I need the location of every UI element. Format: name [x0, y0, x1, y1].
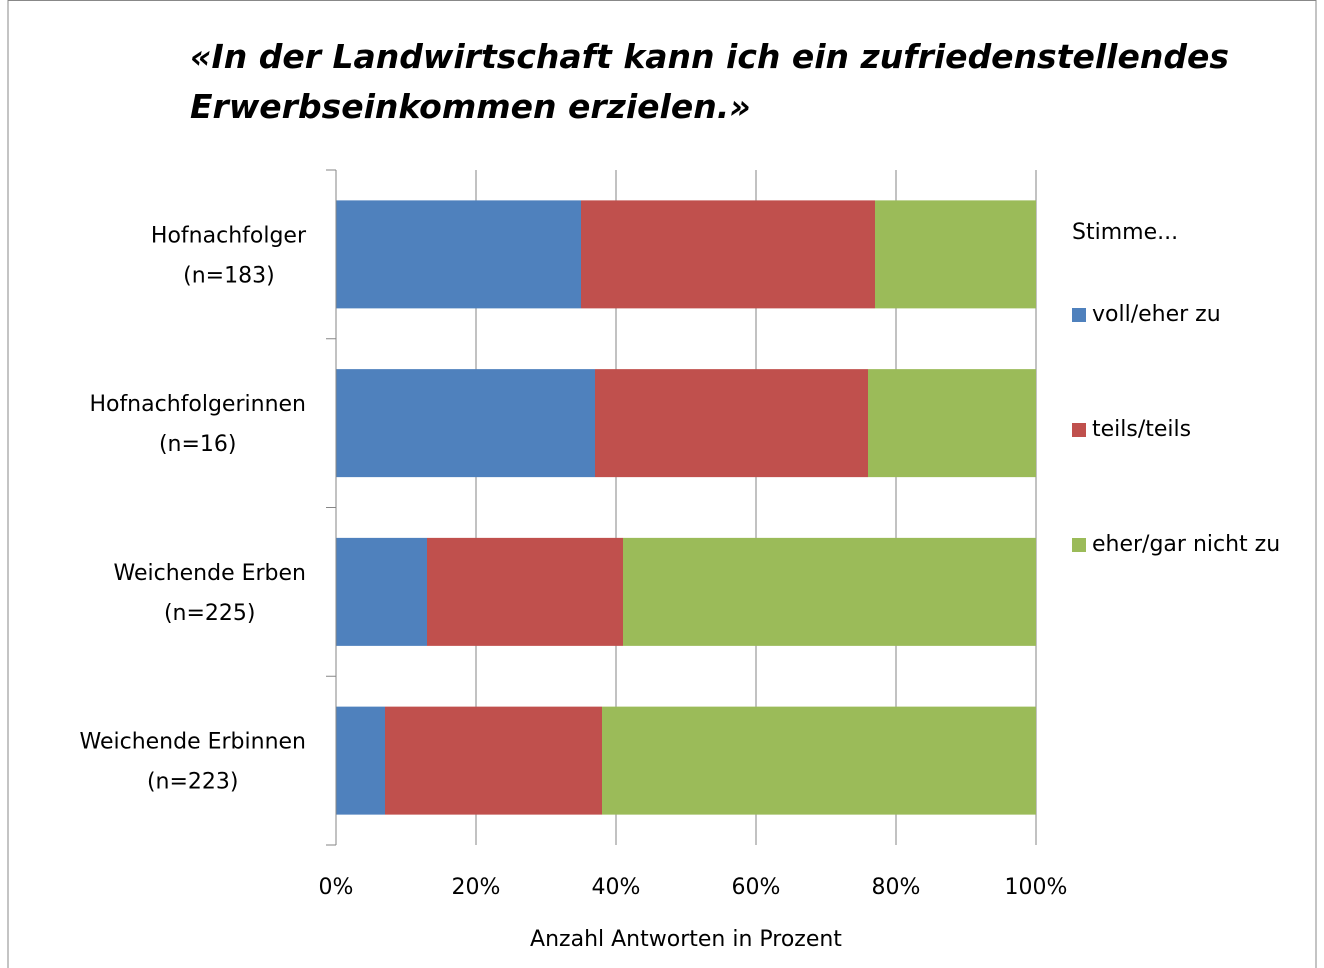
- bar-segment: [336, 706, 385, 815]
- y-tick-label: (n=16): [159, 432, 237, 457]
- x-axis-label: Anzahl Antworten in Prozent: [530, 927, 842, 952]
- legend-label: voll/eher zu: [1092, 302, 1221, 327]
- y-tick-label: (n=183): [183, 263, 275, 288]
- bar-segment: [427, 537, 623, 646]
- chart-title: Erwerbseinkommen erzielen.»: [190, 87, 751, 126]
- y-tick-label: Weichende Erben: [113, 561, 306, 586]
- bar-segment: [868, 369, 1036, 478]
- y-tick-label: Hofnachfolgerinnen: [89, 392, 306, 417]
- bar-segment: [336, 369, 595, 478]
- bar-segment: [336, 537, 427, 646]
- bar-segment: [385, 706, 602, 815]
- bar-segment: [336, 200, 581, 309]
- legend-swatch: [1072, 538, 1086, 552]
- legend-label: eher/gar nicht zu: [1092, 532, 1280, 557]
- x-tick-label: 20%: [452, 875, 501, 900]
- bar-segment: [875, 200, 1036, 309]
- x-tick-label: 100%: [1005, 875, 1068, 900]
- x-tick-label: 60%: [732, 875, 781, 900]
- x-tick-label: 80%: [872, 875, 921, 900]
- x-tick-label: 0%: [319, 875, 354, 900]
- legend-swatch: [1072, 423, 1086, 437]
- y-tick-label: (n=225): [164, 601, 256, 626]
- legend-title: Stimme...: [1072, 220, 1178, 245]
- bar-segment: [623, 537, 1036, 646]
- chart-frame: [7, 0, 1317, 968]
- bar-segment: [581, 200, 875, 309]
- bar-segment: [602, 706, 1036, 815]
- bar-segment: [595, 369, 868, 478]
- chart-title: «In der Landwirtschaft kann ich ein zufr…: [190, 37, 1229, 76]
- y-tick-label: Weichende Erbinnen: [79, 730, 306, 755]
- y-tick-label: Hofnachfolger: [151, 223, 307, 248]
- y-tick-label: (n=223): [147, 770, 239, 795]
- x-tick-label: 40%: [592, 875, 641, 900]
- legend-label: teils/teils: [1092, 417, 1191, 442]
- legend-swatch: [1072, 308, 1086, 322]
